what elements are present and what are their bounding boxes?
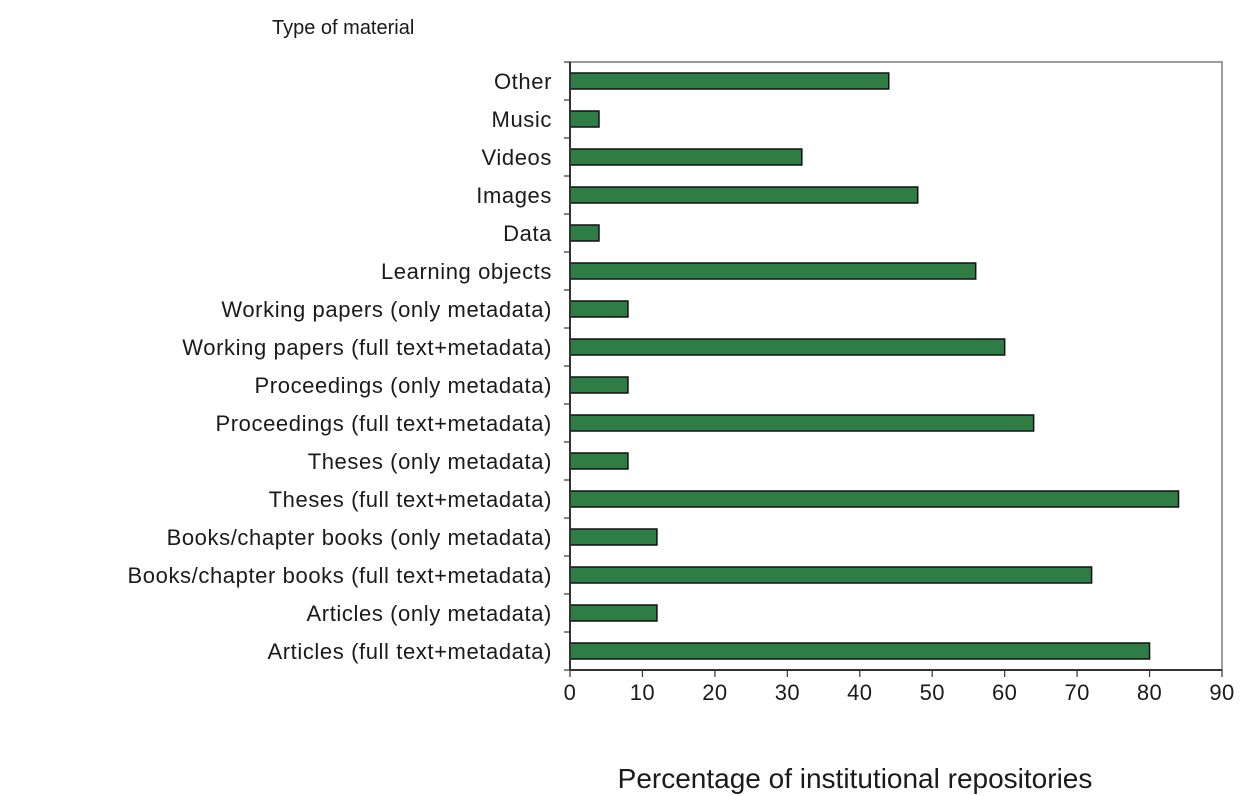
x-tick-label: 80 <box>1137 680 1162 705</box>
x-axis-title: Percentage of institutional repositories <box>618 763 1093 794</box>
category-label: Music <box>492 107 552 132</box>
bar <box>570 605 657 621</box>
x-tick-label: 0 <box>564 680 577 705</box>
category-label: Images <box>476 183 552 208</box>
category-label: Proceedings (only metadata) <box>255 373 552 398</box>
x-tick-label: 30 <box>775 680 800 705</box>
category-label: Theses (full text+metadata) <box>269 487 552 512</box>
x-tick-label: 20 <box>702 680 727 705</box>
category-label: Videos <box>482 145 552 170</box>
bar <box>570 149 802 165</box>
bar <box>570 263 976 279</box>
bar <box>570 529 657 545</box>
category-label: Working papers (full text+metadata) <box>182 335 552 360</box>
bar <box>570 73 889 89</box>
bar <box>570 301 628 317</box>
bar <box>570 339 1005 355</box>
category-label: Working papers (only metadata) <box>221 297 552 322</box>
bar <box>570 453 628 469</box>
bar <box>570 377 628 393</box>
bar <box>570 643 1150 659</box>
category-labels: Other Music Videos Images Data Learning objec… <box>128 69 553 664</box>
y-axis-title: Type of material <box>272 17 414 39</box>
category-label: Books/chapter books (full text+metadata) <box>128 563 553 588</box>
bar <box>570 491 1179 507</box>
x-tick-labels: 0 10 20 30 40 50 60 70 80 90 <box>564 680 1235 705</box>
category-label: Learning objects <box>381 259 552 284</box>
category-label: Articles (full text+metadata) <box>267 639 552 664</box>
x-tick-label: 70 <box>1064 680 1089 705</box>
category-label: Proceedings (full text+metadata) <box>215 411 552 436</box>
category-label: Theses (only metadata) <box>308 449 552 474</box>
category-label: Books/chapter books (only metadata) <box>167 525 552 550</box>
category-label: Other <box>494 69 552 94</box>
x-tick-label: 40 <box>847 680 872 705</box>
category-label: Data <box>503 221 552 246</box>
x-tick-label: 50 <box>920 680 945 705</box>
bar <box>570 415 1034 431</box>
bar <box>570 567 1092 583</box>
bar <box>570 225 599 241</box>
x-tick-label: 90 <box>1209 680 1234 705</box>
category-label: Articles (only metadata) <box>307 601 553 626</box>
x-tick-label: 10 <box>630 680 655 705</box>
bars-group <box>570 73 1179 659</box>
x-tick-label: 60 <box>992 680 1017 705</box>
bar <box>570 187 918 203</box>
bar <box>570 111 599 127</box>
